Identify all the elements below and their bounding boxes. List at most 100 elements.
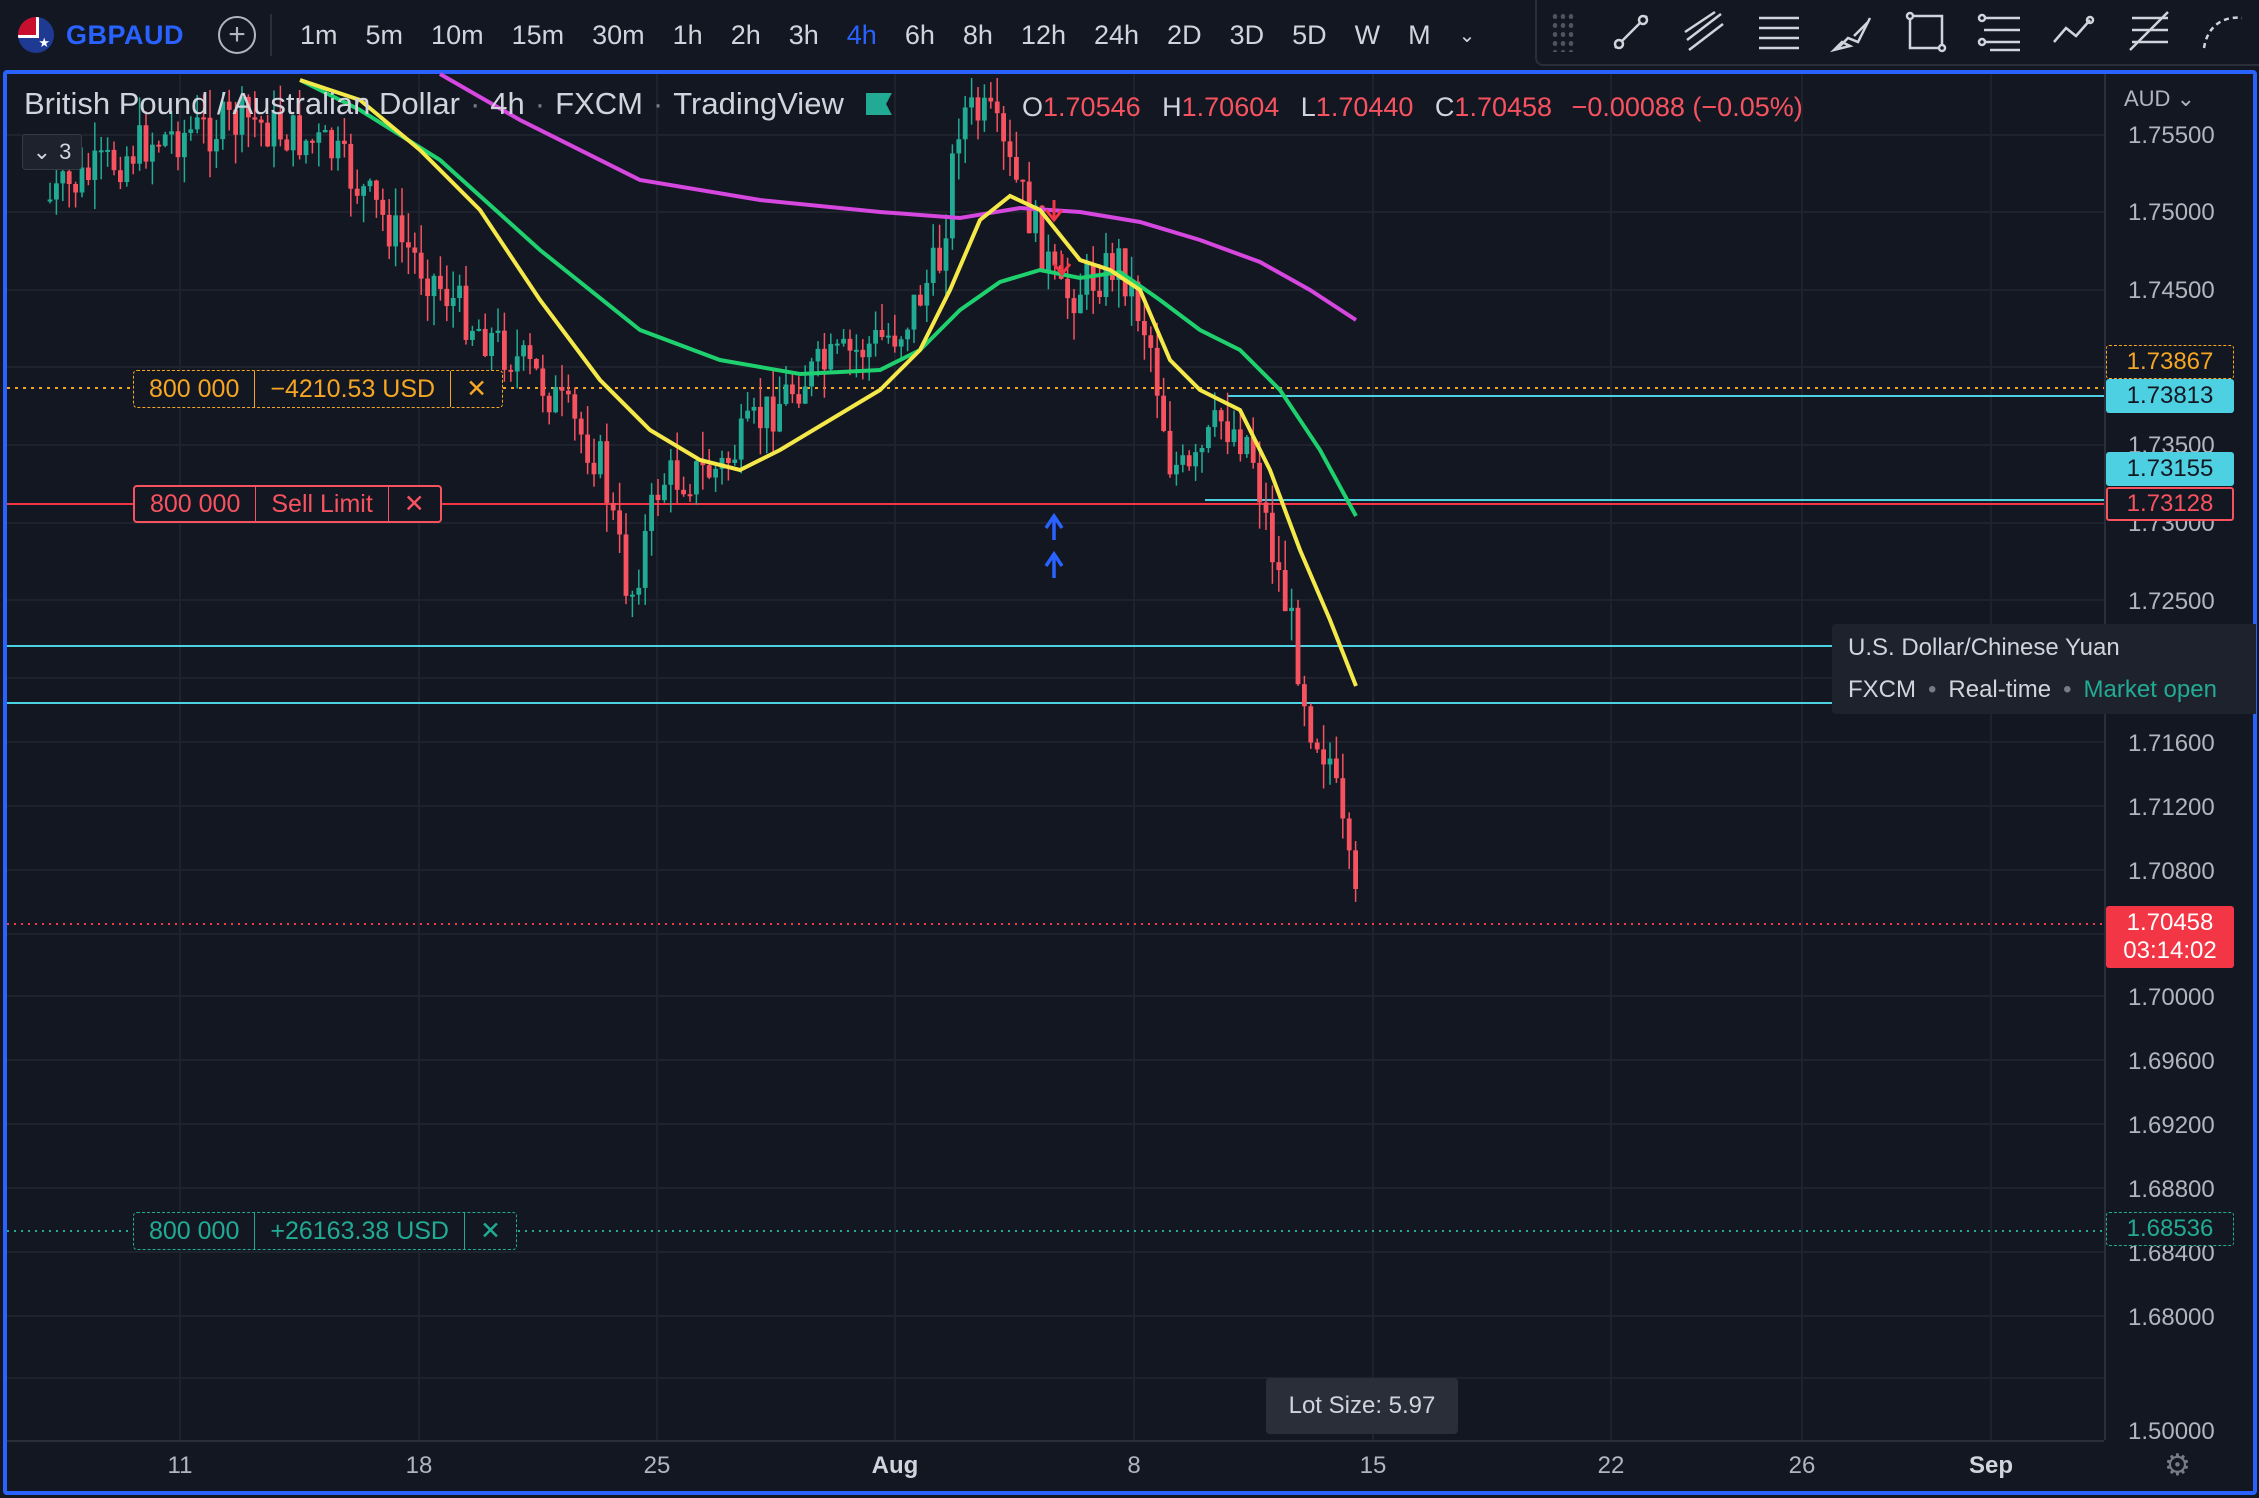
time-tick: 26 [1788, 1452, 1816, 1479]
interval-30m[interactable]: 30m [592, 19, 645, 50]
interval-12h[interactable]: 12h [1020, 19, 1066, 50]
candle [399, 188, 405, 263]
candle [476, 319, 482, 332]
interval-2d[interactable]: 2D [1167, 19, 1202, 50]
candle [380, 188, 386, 232]
candle [303, 139, 309, 164]
stop-loss-price-label: 1.68536 [2106, 1212, 2234, 1246]
sell-arrow-icon [1052, 254, 1072, 277]
candle [495, 308, 501, 343]
axis-currency-button[interactable]: AUD ⌄ [2124, 86, 2196, 111]
symbol-name: GBPAUD [66, 19, 185, 50]
candle [444, 265, 450, 322]
order-pnl: +26163.38 USD [254, 1213, 464, 1249]
close-icon[interactable]: ✕ [463, 1213, 516, 1249]
candle [118, 156, 123, 190]
candle [169, 110, 174, 154]
candle [1193, 443, 1198, 481]
candle [233, 101, 238, 164]
compare-add-button[interactable]: + [218, 16, 257, 54]
order-qty[interactable]: 800 000 [149, 374, 240, 403]
symbol-search-button[interactable]: GBPAUD [0, 0, 184, 70]
candle [73, 181, 78, 208]
candle [489, 327, 494, 376]
candle [559, 365, 565, 417]
candle [92, 122, 98, 210]
path-icon[interactable] [2037, 0, 2111, 65]
time-tick: Sep [1968, 1452, 2014, 1479]
candle [54, 170, 59, 215]
interval-24h[interactable]: 24h [1093, 19, 1140, 50]
time-axis[interactable] [7, 1440, 2104, 1490]
interval-5m[interactable]: 5m [365, 19, 404, 50]
horizontal-lines-icon[interactable] [1742, 0, 1816, 65]
candle [719, 450, 725, 485]
order-qty[interactable]: 800 000 [150, 489, 241, 518]
interval-10m[interactable]: 10m [431, 19, 484, 50]
candle [514, 329, 520, 389]
sell-arrow-icon [1044, 200, 1064, 223]
interval-w[interactable]: W [1354, 19, 1381, 50]
high-value: 1.70604 [1181, 92, 1280, 122]
candle [374, 179, 379, 218]
time-tick: 25 [643, 1452, 671, 1479]
sell-limit-order[interactable]: 800 000 Sell Limit ✕ [133, 485, 442, 523]
candle [271, 90, 277, 168]
gear-icon[interactable]: ⚙ [2164, 1449, 2191, 1482]
candle [1334, 736, 1339, 783]
interval-8h[interactable]: 8h [962, 19, 993, 50]
close-icon[interactable]: ✕ [387, 487, 440, 521]
candle [246, 94, 251, 148]
price-tick: 1.68000 [2128, 1304, 2215, 1331]
flag-icon[interactable] [865, 93, 892, 115]
close-icon[interactable]: ✕ [450, 371, 502, 407]
interval-2h[interactable]: 2h [730, 19, 761, 50]
order-qty[interactable]: 800 000 [149, 1216, 240, 1245]
interval-m[interactable]: M [1408, 19, 1431, 50]
candle [758, 378, 763, 455]
take-profit-order[interactable]: 800 000 −4210.53 USD ✕ [133, 370, 504, 408]
interval-3d[interactable]: 3D [1229, 19, 1265, 50]
indicators-collapse-button[interactable]: ⌄ 3 [22, 134, 82, 170]
candle [1199, 444, 1205, 473]
interval-6h[interactable]: 6h [904, 19, 935, 50]
parallel-channel-icon[interactable] [1668, 0, 1742, 65]
chart-legend[interactable]: British Pound / Australian Dollar · 4h ·… [24, 86, 892, 122]
chart-pane[interactable] [3, 70, 2257, 1495]
gann-icon[interactable] [2111, 0, 2185, 65]
horizontal-line-price-label: 1.73155 [2106, 452, 2234, 486]
candle [905, 327, 910, 352]
chevron-down-icon: ⌄ [2176, 86, 2196, 111]
candle [886, 323, 891, 344]
stop-loss-order[interactable]: 800 000 +26163.38 USD ✕ [133, 1212, 517, 1250]
candle [137, 97, 142, 171]
last-price-label: 1.70458 03:14:02 [2106, 906, 2234, 968]
price-axis[interactable] [2104, 74, 2253, 1440]
time-tick: 15 [1359, 1452, 1387, 1479]
candle [1263, 482, 1269, 531]
trend-line-icon[interactable] [1594, 0, 1668, 65]
more-tools-icon[interactable] [2185, 0, 2259, 65]
candle [610, 492, 616, 521]
order-pnl: −4210.53 USD [254, 371, 450, 407]
candle [1276, 535, 1282, 592]
chevron-down-icon[interactable]: ⌄ [1458, 24, 1476, 47]
interval-3h[interactable]: 3h [788, 19, 819, 50]
interval-4h[interactable]: 4h [846, 19, 877, 50]
candle [1167, 401, 1173, 478]
drag-handle-icon[interactable] [1551, 12, 1574, 52]
fib-levels-icon[interactable] [1963, 0, 2037, 65]
candle [297, 89, 302, 160]
candle [1244, 435, 1250, 458]
interval-5d[interactable]: 5D [1292, 19, 1327, 50]
candle [162, 131, 168, 148]
interval-1m[interactable]: 1m [300, 19, 338, 50]
candle [265, 114, 270, 148]
interval-15m[interactable]: 15m [511, 19, 565, 50]
rectangle-icon[interactable] [1889, 0, 1963, 65]
candle [687, 483, 693, 502]
interval-1h[interactable]: 1h [672, 19, 703, 50]
brush-icon[interactable] [1816, 0, 1890, 65]
candle [950, 144, 955, 250]
